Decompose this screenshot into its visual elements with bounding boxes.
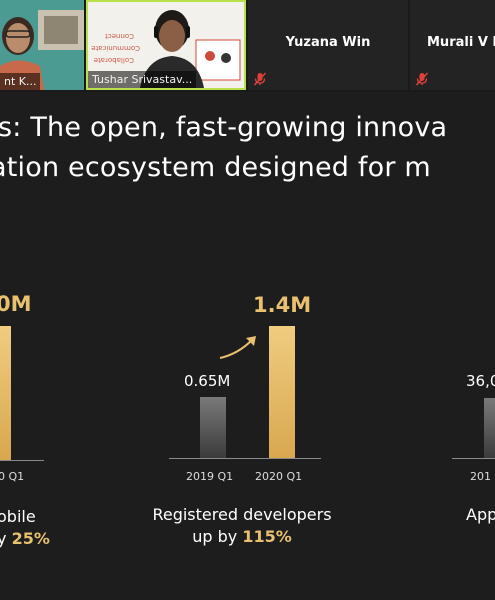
participant-tile-active-speaker[interactable]: Connect Communicate Collaborate Tushar S… (86, 0, 246, 90)
caption-line: App (466, 505, 495, 524)
participant-tile[interactable]: Yuzana Win (248, 0, 408, 90)
mic-muted-icon (253, 72, 267, 86)
mic-muted-icon (415, 72, 429, 86)
participant-name: Yuzana Win (285, 35, 371, 50)
chart-bar (0, 326, 11, 460)
panel-caption: obile y 25% (0, 506, 50, 550)
chart-axis (169, 458, 321, 459)
chart-bar-2019 (200, 397, 226, 458)
participant-name: Murali V H (427, 35, 495, 50)
bar-value-label: 0M (0, 292, 32, 316)
slide-headline: s: The open, fast-growing innova (0, 112, 448, 143)
tick-label: 201 (470, 470, 491, 483)
whiteboard-word: Connect (105, 32, 134, 40)
tick-label: 2019 Q1 (186, 470, 234, 483)
panel-caption: App (466, 504, 495, 526)
chart-bar (484, 398, 495, 458)
caption-line: obile (0, 507, 36, 526)
caption-line: Registered developers (152, 505, 332, 524)
caption-line: y (0, 529, 7, 548)
bar-value-label: 0.65M (184, 372, 231, 390)
whiteboard-word: Collaborate (94, 56, 134, 64)
growth-percentage: 25% (11, 529, 50, 548)
chart-axis (452, 458, 495, 459)
panel-caption: Registered developers up by 115% (144, 504, 340, 548)
shared-screen-slide: s: The open, fast-growing innova ation e… (0, 92, 495, 600)
participant-name: Tushar Srivastav... (88, 71, 197, 88)
chart-axis (0, 460, 44, 461)
whiteboard-word: Communicate (91, 44, 140, 52)
chart-bar-2020 (269, 326, 295, 458)
participant-strip: nt K... Connect Communicate Collaborate … (0, 0, 495, 92)
bar-value-label: 1.4M (253, 293, 312, 317)
caption-line: up by (192, 527, 238, 546)
participant-tile[interactable]: Murali V H (410, 0, 495, 90)
growth-arrow-icon (219, 336, 256, 359)
slide-headline: ation ecosystem designed for m (0, 152, 431, 183)
tick-label: 0 Q1 (0, 470, 25, 483)
bar-value-label: 36,0 (466, 372, 495, 390)
growth-percentage: 115% (242, 527, 292, 546)
participant-name: nt K... (0, 73, 41, 90)
participant-tile[interactable]: nt K... (0, 0, 84, 90)
tick-label: 2020 Q1 (255, 470, 303, 483)
